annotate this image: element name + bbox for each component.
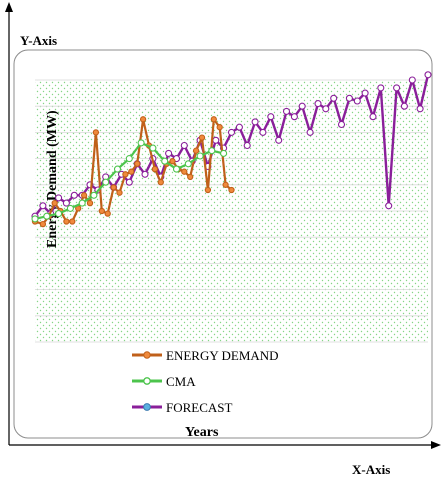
data-point-energy-demand	[157, 179, 164, 186]
data-point-energy-demand	[39, 220, 47, 228]
data-point-cma	[102, 178, 110, 186]
series-cma	[31, 139, 228, 223]
data-point-forecast	[322, 105, 330, 113]
data-point-cma	[90, 191, 98, 199]
data-point-forecast	[235, 123, 243, 131]
data-point-forecast	[369, 113, 377, 121]
legend-label-cma: CMA	[166, 374, 196, 389]
data-point-forecast	[290, 113, 298, 121]
data-point-forecast	[306, 128, 314, 136]
data-point-cma	[161, 157, 169, 165]
data-point-forecast	[314, 100, 322, 108]
data-point-forecast	[125, 178, 133, 186]
data-point-energy-demand	[116, 189, 123, 196]
data-point-forecast	[259, 128, 267, 136]
outer-y-axis-arrow	[5, 2, 13, 12]
data-point-energy-demand	[92, 129, 100, 136]
data-point-forecast	[243, 141, 251, 150]
y-axis-title: Energy Demand (MW)	[45, 110, 60, 248]
data-point-energy-demand	[187, 173, 194, 181]
data-point-energy-demand	[80, 192, 88, 199]
data-point-forecast	[330, 94, 338, 102]
data-point-forecast	[298, 102, 306, 110]
data-point-energy-demand	[139, 116, 147, 123]
legend-marker-cma	[143, 377, 151, 385]
data-point-energy-demand	[169, 158, 176, 165]
data-point-energy-demand	[216, 124, 223, 131]
data-point-energy-demand	[192, 147, 200, 154]
data-point-cma	[78, 199, 86, 207]
data-point-forecast	[39, 202, 47, 210]
data-point-energy-demand	[134, 160, 141, 167]
data-point-cma	[125, 155, 133, 163]
legend-label-energy-demand: ENERGY DEMAND	[166, 348, 279, 363]
data-point-energy-demand	[181, 168, 188, 175]
data-point-energy-demand	[110, 184, 117, 191]
data-point-forecast	[282, 107, 291, 115]
data-point-cma	[55, 210, 63, 218]
data-point-forecast	[165, 149, 173, 157]
x-axis-title: Years	[185, 425, 219, 440]
data-point-cma	[172, 165, 181, 173]
legend-item-forecast: FORECAST	[132, 400, 233, 415]
legend: ENERGY DEMAND CMA FORECAST	[132, 348, 279, 415]
data-point-cma	[184, 160, 192, 168]
data-point-energy-demand	[51, 199, 58, 207]
data-point-forecast	[267, 113, 275, 121]
data-point-forecast	[62, 199, 70, 207]
data-point-forecast	[385, 202, 393, 210]
data-point-forecast	[400, 102, 408, 110]
data-point-energy-demand	[128, 168, 135, 175]
data-point-forecast	[361, 89, 369, 97]
data-point-energy-demand	[86, 199, 94, 207]
data-point-energy-demand	[104, 210, 111, 217]
data-point-cma	[31, 215, 39, 223]
data-point-forecast	[180, 141, 188, 150]
legend-item-cma: CMA	[132, 374, 196, 389]
data-point-forecast	[424, 71, 432, 79]
data-point-energy-demand	[151, 165, 159, 173]
data-point-energy-demand	[69, 218, 76, 225]
legend-item-energy-demand: ENERGY DEMAND	[132, 348, 279, 363]
data-point-forecast	[337, 120, 346, 129]
data-point-cma	[137, 139, 145, 147]
data-point-energy-demand	[198, 134, 206, 141]
data-point-forecast	[141, 170, 149, 178]
data-point-forecast	[275, 136, 283, 144]
data-point-forecast	[212, 136, 220, 144]
data-point-forecast	[227, 128, 236, 136]
data-point-cma	[208, 147, 216, 155]
data-point-forecast	[416, 105, 424, 113]
data-point-forecast	[345, 94, 353, 102]
legend-marker-energy-demand	[143, 351, 151, 359]
data-point-energy-demand	[222, 181, 229, 188]
data-point-cma	[43, 212, 51, 220]
outer-x-axis-arrow	[431, 441, 441, 449]
data-point-forecast	[70, 191, 78, 199]
data-point-cma	[113, 165, 122, 173]
data-point-energy-demand	[204, 186, 212, 194]
legend-label-forecast: FORECAST	[166, 400, 233, 415]
outer-x-axis-label: X-Axis	[352, 462, 390, 477]
data-point-forecast	[353, 97, 361, 105]
data-point-cma	[196, 152, 204, 160]
data-point-forecast	[408, 76, 416, 84]
data-point-forecast	[55, 194, 63, 202]
series-layer	[31, 71, 432, 228]
data-point-energy-demand	[122, 171, 129, 178]
outer-y-axis-label: Y-Axis	[20, 33, 57, 48]
data-point-forecast	[393, 84, 401, 92]
data-point-energy-demand	[98, 207, 105, 215]
data-point-energy-demand	[210, 116, 217, 123]
data-point-forecast	[377, 84, 385, 92]
data-point-forecast	[251, 118, 259, 126]
data-point-cma	[220, 149, 228, 157]
data-point-cma	[149, 144, 157, 152]
data-point-energy-demand	[63, 218, 70, 225]
legend-marker-forecast	[143, 403, 151, 411]
data-point-energy-demand	[228, 186, 235, 194]
data-point-cma	[66, 204, 74, 212]
